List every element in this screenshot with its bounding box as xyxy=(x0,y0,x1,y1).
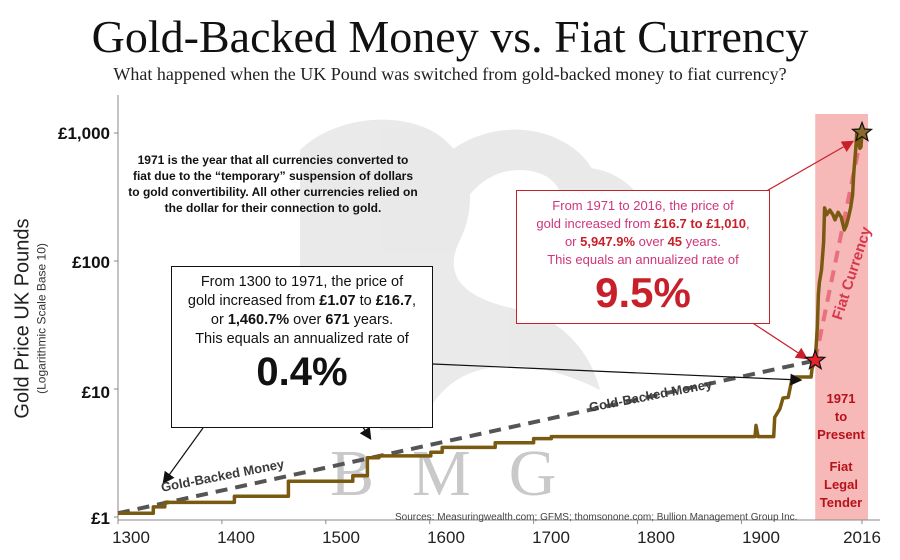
box-right-text: gold increased from xyxy=(536,216,655,231)
x-tick-label: 2016 xyxy=(843,528,881,547)
arrow-to-early-trend xyxy=(162,427,204,484)
y-tick-label: £1,000 xyxy=(58,124,110,143)
band-label-to: to xyxy=(834,409,848,424)
box-right-percent: 5,947.9% xyxy=(580,234,636,249)
band-label-fiat: Fiat xyxy=(829,459,853,474)
band-label-present: Present xyxy=(817,427,865,442)
x-tick-label: 1900 xyxy=(742,528,780,547)
box-left-text: , xyxy=(412,293,417,309)
box-left-line3: or 1,460.7% over 671 years. xyxy=(172,311,432,330)
chart-title: Gold-Backed Money vs. Fiat Currency xyxy=(91,11,809,62)
y-tick-label: £100 xyxy=(72,253,110,272)
y-axis-subtitle: (Logarithmic Scale Base 10) xyxy=(34,243,49,394)
box-right-line2: gold increased from £16.7 to £1,010, xyxy=(517,215,769,233)
box-right-years: 45 xyxy=(667,234,683,249)
band-label-tender: Tender xyxy=(819,495,863,510)
box-right-text: years. xyxy=(682,234,722,249)
band-label-legal: Legal xyxy=(824,477,858,492)
y-axis-title: Gold Price UK Pounds xyxy=(11,218,34,419)
arrow-to-1971-from-left xyxy=(432,363,803,386)
chart-subtitle: What happened when the UK Pound was swit… xyxy=(113,64,787,84)
annotation-box-1971-2016: From 1971 to 2016, the price of gold inc… xyxy=(516,190,770,324)
box-left-line4: This equals an annualized rate of xyxy=(195,331,409,347)
box-left-percent: 1,460.7% xyxy=(227,312,290,328)
x-tick-label: 1500 xyxy=(322,528,360,547)
box-right-text: over xyxy=(635,234,668,249)
box-left-text: over xyxy=(289,312,326,328)
y-axis-label: Gold Price UK Pounds (Logarithmic Scale … xyxy=(12,189,49,449)
box-left-value-start: £1.07 xyxy=(319,293,356,309)
x-tick-label: 1800 xyxy=(637,528,675,547)
box-right-text: , xyxy=(745,216,750,231)
x-tick-label: 1300 xyxy=(112,528,150,547)
annotation-box-1300-1971: From 1300 to 1971, the price of gold inc… xyxy=(171,266,433,428)
x-tick-label: 1600 xyxy=(427,528,465,547)
box-left-line1: From 1300 to 1971, the price of xyxy=(200,274,404,290)
box-left-text: or xyxy=(210,312,228,328)
box-left-value-end: £16.7 xyxy=(375,293,413,309)
box-left-text: years. xyxy=(349,312,394,328)
rate-gold-backed: 0.4% xyxy=(256,350,348,394)
sources-note: Sources: Measuringwealth.com; GFMS; thom… xyxy=(395,512,798,523)
box-right-text: or xyxy=(564,234,581,249)
box-right-value-end: £1,010 xyxy=(706,216,746,231)
y-tick-label: £10 xyxy=(81,383,110,402)
x-tick-label: 1700 xyxy=(532,528,570,547)
rate-fiat: 9.5% xyxy=(595,269,691,316)
box-right-line1: From 1971 to 2016, the price of xyxy=(552,198,734,213)
box-right-line3: or 5,947.9% over 45 years. xyxy=(517,233,769,251)
box-right-text: to xyxy=(686,216,707,231)
band-label-1971: 1971 xyxy=(826,391,856,406)
box-left-years: 671 xyxy=(325,312,350,328)
star-marker-2016 xyxy=(850,120,874,142)
box-left-text: gold increased from xyxy=(187,293,320,309)
star-marker-1971 xyxy=(804,348,827,370)
x-tick-label: 1400 xyxy=(217,528,255,547)
box-left-line2: gold increased from £1.07 to £16.7, xyxy=(172,292,432,311)
box-left-text: to xyxy=(355,293,376,309)
box-right-value-start: £16.7 xyxy=(654,216,687,231)
y-tick-label: £1 xyxy=(91,509,110,528)
box-right-line4: This equals an annualized rate of xyxy=(547,252,739,267)
gold-price-series-line xyxy=(118,128,864,515)
note-1971: 1971 is the year that all currencies con… xyxy=(128,153,418,215)
